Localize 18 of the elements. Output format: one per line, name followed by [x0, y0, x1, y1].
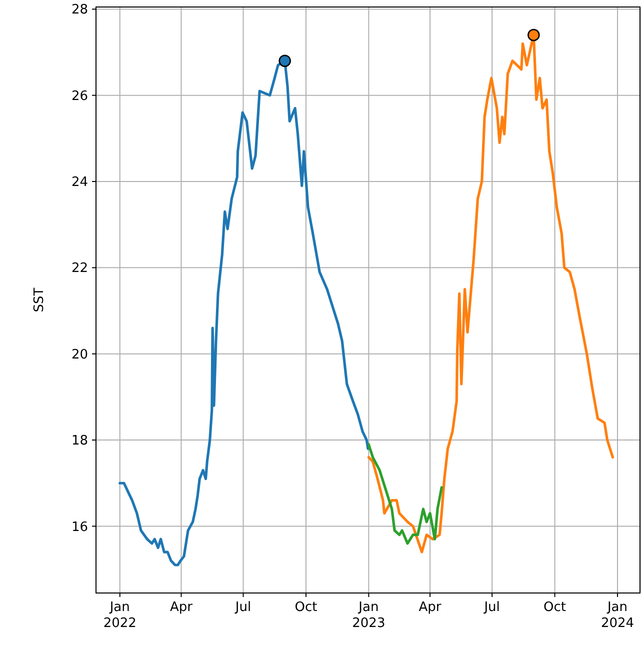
x-tick-label: Jul: [234, 600, 252, 615]
x-tick-label: Jan 2024: [600, 600, 634, 631]
y-tick-label: 22: [71, 261, 88, 276]
x-tick-label: Apr: [418, 600, 442, 615]
line-series: [367, 443, 443, 545]
y-tick-label: 24: [71, 175, 88, 190]
y-tick-label: 16: [71, 520, 88, 535]
y-tick-label: 18: [71, 434, 88, 449]
y-axis-title: SST: [32, 288, 47, 312]
y-tick-label: 28: [71, 2, 88, 18]
x-tick-label: Apr: [170, 600, 194, 615]
x-tick-label: Jul: [483, 600, 500, 615]
y-tick-label: 20: [71, 347, 88, 362]
x-tick-label: Oct: [294, 600, 318, 615]
x-tick-label: Oct: [544, 600, 566, 615]
y-tick-label: 26: [71, 88, 88, 104]
x-tick-label: Jan 2023: [352, 600, 386, 631]
x-tick-label: Jan 2022: [103, 600, 136, 631]
